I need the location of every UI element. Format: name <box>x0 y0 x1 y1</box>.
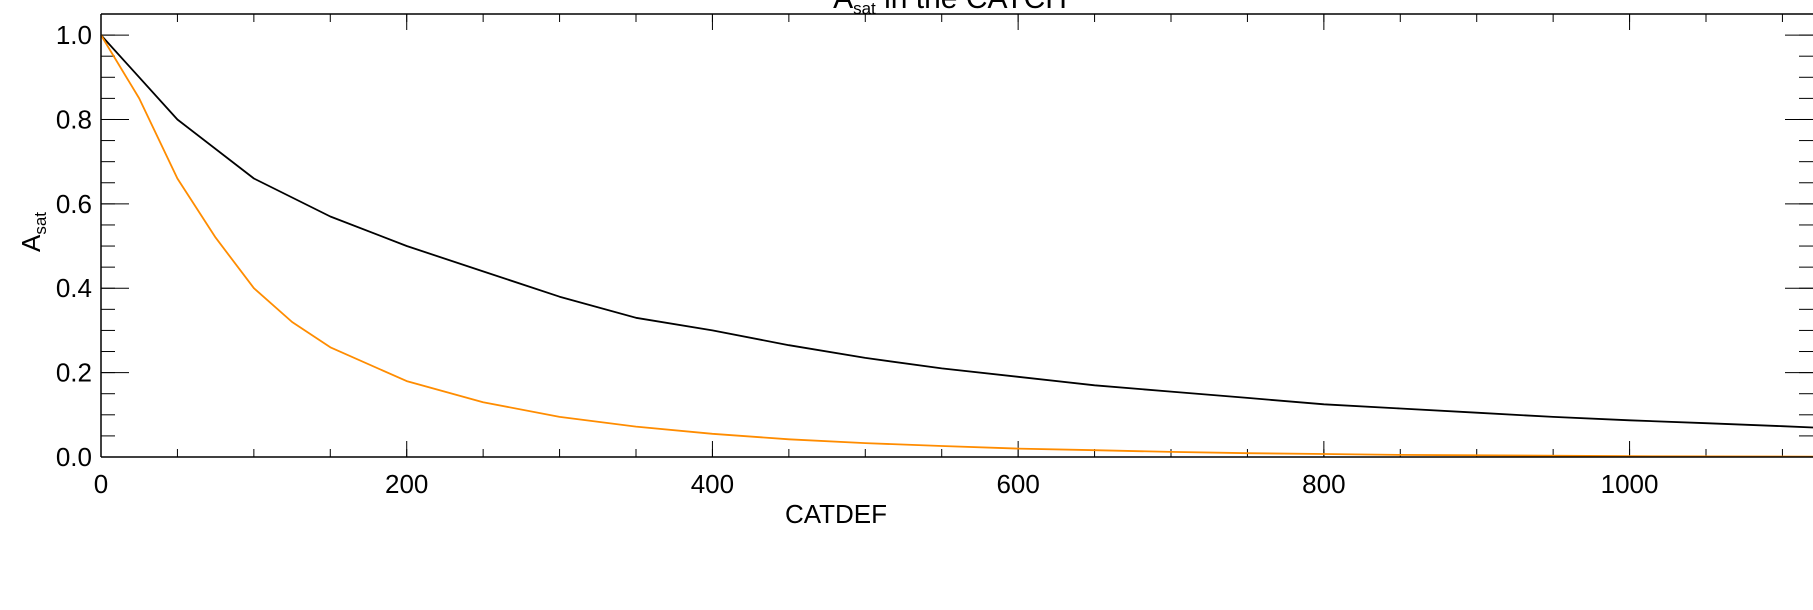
y-tick-label: 0.6 <box>56 189 92 219</box>
x-axis-label: CATDEF <box>785 499 887 529</box>
x-tick-label: 800 <box>1302 469 1345 499</box>
tick-labels: 0 200 400 600 800 1000 0.0 0.2 0.4 0.6 0.8 1.0 <box>56 20 1659 499</box>
y-axis-label-main: A <box>16 234 46 252</box>
chart-title-sub: sat <box>853 0 876 18</box>
x-tick-label: 400 <box>691 469 734 499</box>
chart-title-main: A <box>833 0 853 15</box>
x-tick-label: 200 <box>385 469 428 499</box>
y-tick-label: 0.0 <box>56 442 92 472</box>
chart-title: Asat in the CATCH <box>833 0 1067 18</box>
axis-ticks <box>100 14 1813 458</box>
chart-title-rest: in the CATCH <box>876 0 1067 15</box>
series-group <box>100 34 1813 458</box>
series-line-2 <box>100 34 1813 458</box>
x-tick-label: 0 <box>94 469 108 499</box>
y-tick-label: 1.0 <box>56 20 92 50</box>
y-tick-label: 0.2 <box>56 358 92 388</box>
y-tick-label: 0.4 <box>56 273 92 303</box>
y-axis-label-sub: sat <box>31 212 50 235</box>
x-tick-label: 600 <box>996 469 1039 499</box>
y-axis-label: Asat <box>16 212 50 252</box>
y-tick-label: 0.8 <box>56 104 92 134</box>
x-tick-label: 1000 <box>1601 469 1659 499</box>
series-line-1 <box>100 34 1813 429</box>
